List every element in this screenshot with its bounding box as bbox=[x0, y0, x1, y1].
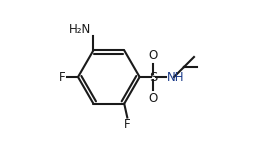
Text: S: S bbox=[149, 71, 158, 83]
Text: F: F bbox=[124, 118, 131, 131]
Text: H₂N: H₂N bbox=[69, 23, 91, 36]
Text: O: O bbox=[149, 49, 158, 62]
Text: NH: NH bbox=[167, 71, 184, 83]
Text: O: O bbox=[149, 92, 158, 105]
Text: F: F bbox=[59, 71, 66, 83]
